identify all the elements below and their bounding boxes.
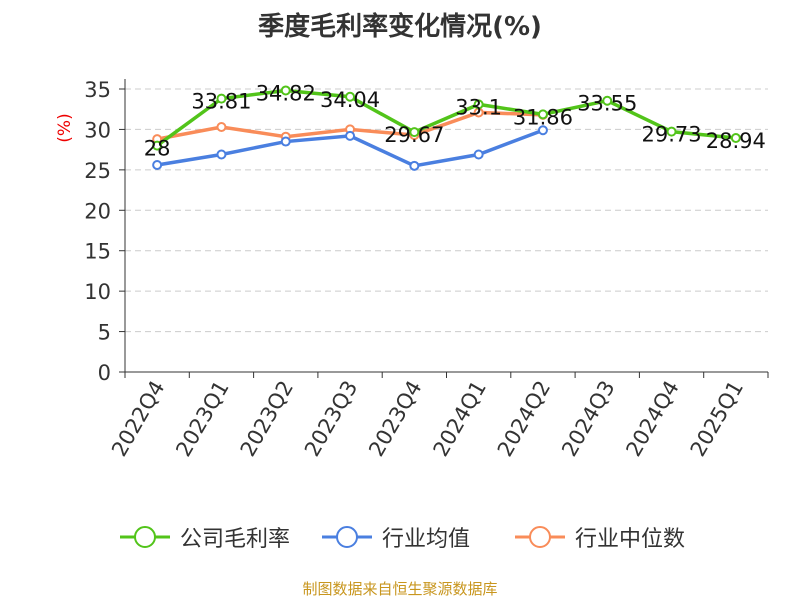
data-label: 29.73 [641,123,701,147]
y-tick-label: 25 [84,159,111,183]
x-tick-label: 2025Q1 [686,377,748,461]
x-tick-label: 2024Q4 [621,377,683,461]
y-tick-label: 20 [84,199,111,223]
data-label: 33.55 [577,92,637,116]
data-label: 34.82 [256,81,316,105]
y-tick-label: 15 [84,240,111,264]
legend-marker [336,526,358,548]
y-tick-label: 0 [98,361,111,385]
x-tick-label: 2024Q2 [493,377,555,461]
y-tick-label: 35 [84,78,111,102]
legend-label: 行业均值 [382,527,470,552]
legend-label: 行业中位数 [575,527,685,552]
data-point [537,125,548,136]
data-point [473,149,484,160]
data-point [409,160,420,171]
data-label: 28.94 [706,129,766,153]
x-tick-label: 2024Q1 [429,377,491,461]
data-point [280,85,291,96]
source-note: 制图数据来自恒生聚源数据库 [302,580,498,598]
data-point [152,160,163,171]
data-point [152,140,163,151]
data-point [345,91,356,102]
data-point [216,122,227,133]
chart-title: 季度毛利率变化情况(%) [258,12,542,42]
x-tick-label: 2023Q2 [236,377,298,461]
y-tick-label: 10 [84,280,111,304]
x-tick-label: 2023Q3 [300,377,362,461]
data-label: 31.86 [513,105,573,129]
data-point [602,95,613,106]
x-tick-label: 2024Q3 [557,377,619,461]
data-label: 33.1 [455,95,502,119]
data-point [216,149,227,160]
x-tick-label: 2023Q1 [171,377,233,461]
y-axis-label: (%) [55,113,75,142]
legend-marker [529,526,551,548]
data-point [666,126,677,137]
legend-marker [134,526,156,548]
data-point [216,93,227,104]
legend-label: 公司毛利率 [180,527,290,552]
data-point [280,136,291,147]
data-point [730,132,741,143]
x-tick-label: 2023Q4 [364,377,426,461]
y-tick-label: 5 [98,321,111,345]
series-line-0 [156,88,737,148]
data-label: 33.81 [191,90,251,114]
data-point [345,130,356,141]
data-label: 29.67 [384,123,444,147]
data-point [473,99,484,110]
data-point [537,109,548,120]
y-tick-label: 30 [84,118,111,142]
x-tick-label: 2022Q4 [107,377,169,461]
data-point [409,127,420,138]
data-label: 28 [144,137,171,161]
data-label: 34.04 [320,88,380,112]
